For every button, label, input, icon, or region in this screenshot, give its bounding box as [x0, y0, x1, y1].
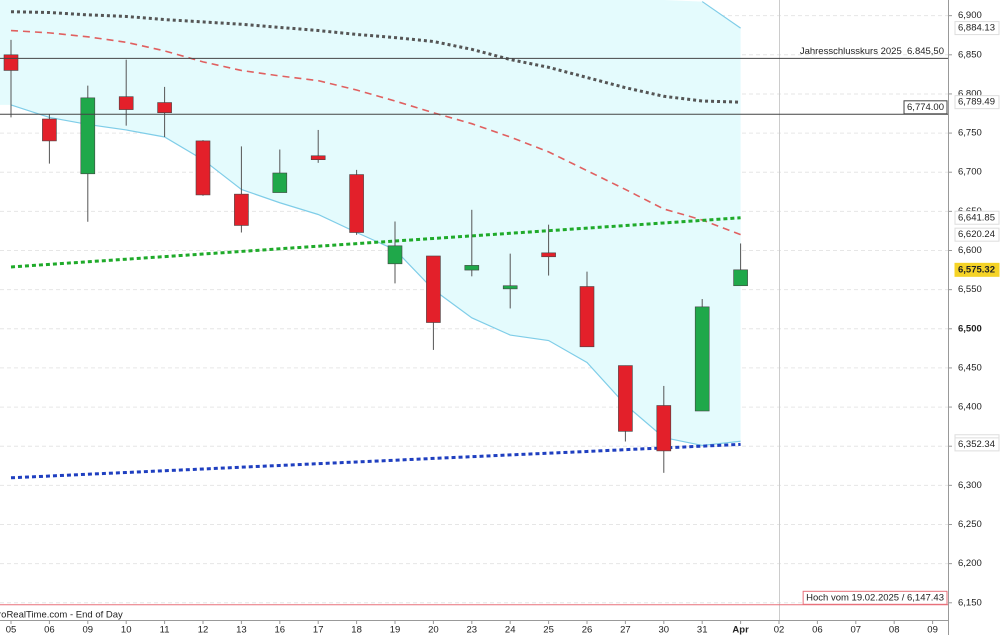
x-tick-label: 19	[390, 625, 401, 635]
x-tick-label: 30	[659, 625, 670, 635]
price-tag-box	[954, 437, 1000, 452]
level-label-box	[802, 590, 948, 605]
y-tick-label: 6,450	[958, 362, 982, 373]
candle-body	[310, 155, 326, 160]
candle-body	[42, 118, 57, 142]
x-tick-label: 27	[620, 625, 631, 635]
x-tick-label: 02	[774, 625, 785, 635]
candle-body	[618, 365, 633, 432]
y-tick-label: 6,750	[958, 128, 982, 139]
x-tick-label: 31	[697, 625, 708, 635]
level-label-box	[903, 100, 948, 115]
price-tag-box	[954, 210, 1000, 225]
candle-body	[3, 54, 19, 71]
band-fill	[0, 0, 741, 446]
level-label: Jahresschlusskurs 2025 6.845,50	[800, 46, 944, 57]
x-tick-label: 09	[927, 625, 938, 635]
x-tick-label: 18	[351, 625, 362, 635]
y-tick-label: 6,500	[958, 323, 982, 334]
x-tick-label: 11	[160, 625, 170, 635]
price-tag-box	[954, 262, 1000, 277]
x-tick-label: 23	[467, 625, 478, 635]
x-tick-label: 10	[121, 625, 132, 635]
y-tick-label: 6,900	[958, 10, 982, 21]
price-tag: 6,641.85	[958, 212, 995, 223]
candle-body	[272, 172, 288, 193]
source-note: roRealTime.com - End of Day	[0, 610, 123, 621]
x-tick-label: 26	[582, 625, 593, 635]
x-tick-label: 06	[44, 625, 55, 635]
candle-body	[464, 265, 480, 271]
price-tag: 6,884.13	[958, 23, 995, 34]
price-tag-box	[954, 21, 1000, 36]
candle-body	[541, 252, 556, 258]
candle-body	[349, 174, 364, 233]
price-tag: 6,789.49	[958, 97, 995, 108]
candle-body	[733, 269, 748, 287]
candle-body	[694, 306, 710, 412]
x-tick-label: 06	[812, 625, 823, 635]
y-tick-label: 6,850	[958, 49, 982, 60]
x-tick-label: 07	[851, 625, 862, 635]
price-tag-box	[954, 95, 1000, 110]
x-tick-label: Apr	[732, 625, 749, 635]
candle-body	[195, 140, 211, 196]
x-tick-label: 09	[83, 625, 94, 635]
indicator-line	[10, 10, 741, 104]
candle-body	[80, 97, 96, 175]
price-tag: 6,352.34	[958, 439, 995, 450]
y-tick-label: 6,700	[958, 167, 982, 178]
x-tick-label: 05	[6, 625, 17, 635]
y-tick-label: 6,400	[958, 402, 982, 413]
indicator-line	[10, 29, 741, 236]
candle-body	[502, 285, 518, 290]
x-tick-label: 24	[505, 625, 516, 635]
candle-body	[157, 102, 172, 114]
price-tag-box	[954, 227, 1000, 242]
x-tick-label: 17	[313, 625, 324, 635]
x-tick-label: 08	[889, 625, 900, 635]
candle-body	[656, 405, 672, 452]
x-tick-label: 16	[275, 625, 286, 635]
x-tick-label: 25	[543, 625, 554, 635]
y-tick-label: 6,600	[958, 245, 982, 256]
candle-body	[234, 193, 249, 226]
candle-body	[579, 286, 595, 348]
indicator-line	[10, 442, 741, 480]
y-tick-label: 6,800	[958, 88, 982, 99]
y-tick-label: 6,150	[958, 597, 982, 608]
price-tag: 6,575.32	[958, 264, 995, 275]
y-tick-label: 6,550	[958, 284, 982, 295]
x-tick-label: 13	[236, 625, 247, 635]
indicator-line	[10, 216, 741, 269]
candle-body	[426, 255, 441, 323]
level-label: Hoch vom 19.02.2025 / 6,147.43	[806, 592, 944, 603]
y-tick-label: 6,300	[958, 480, 982, 491]
candle-body	[387, 245, 403, 265]
price-tag: 6,620.24	[958, 229, 995, 240]
candle-body	[118, 96, 134, 110]
plot-area	[0, 0, 948, 604]
level-label: 6,774.00	[907, 102, 944, 113]
y-tick-label: 6,200	[958, 558, 982, 569]
y-tick-label: 6,250	[958, 519, 982, 530]
x-tick-label: 20	[428, 625, 439, 635]
band-upper	[701, 1, 741, 29]
x-tick-label: 12	[198, 625, 209, 635]
